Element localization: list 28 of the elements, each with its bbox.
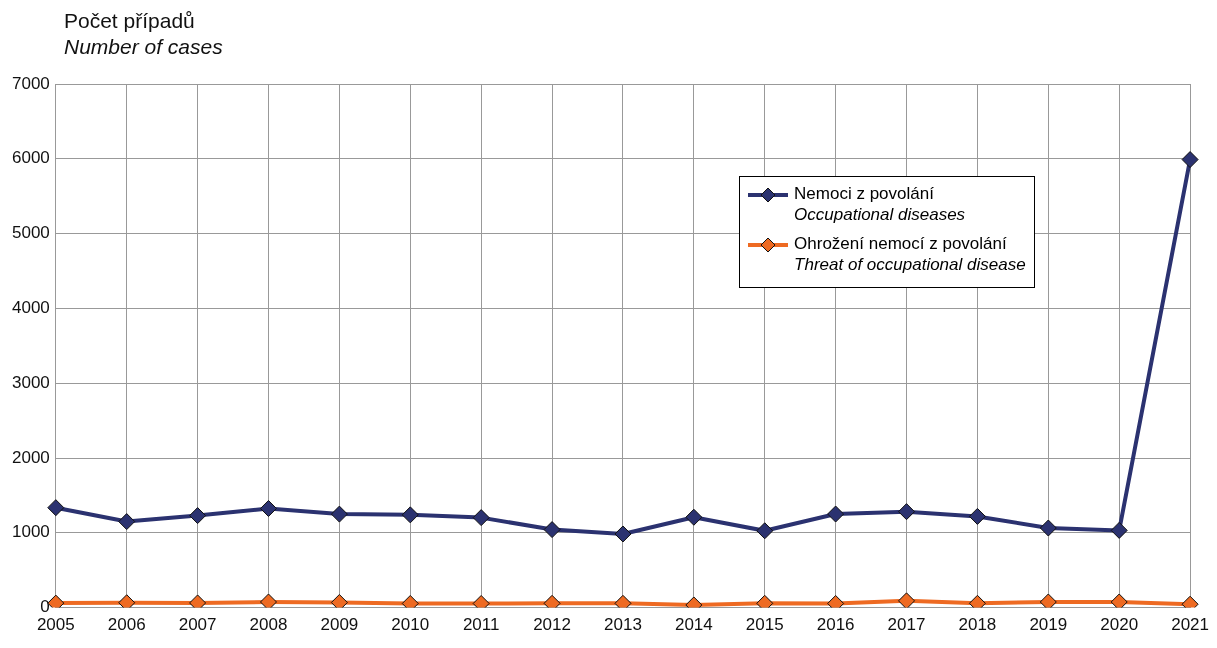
- x-tick-label: 2021: [1171, 615, 1209, 635]
- y-tick-label: 5000: [11, 223, 50, 243]
- x-tick-label: 2009: [320, 615, 359, 635]
- y-tick-label: 3000: [11, 372, 50, 392]
- legend-label: Ohrožení nemocí z povolání Threat of occupational disease: [794, 233, 1026, 275]
- x-tick-label: 2012: [533, 615, 571, 635]
- y-tick-label: 6000: [11, 148, 50, 168]
- y-tick-label: 0: [40, 597, 50, 617]
- y-tick-label: 1000: [11, 522, 50, 542]
- x-tick-label: 2014: [674, 615, 713, 635]
- x-tick-label: 2006: [107, 615, 146, 635]
- y-tick-label: 2000: [11, 447, 50, 467]
- x-tick-label: 2007: [178, 615, 217, 635]
- x-tick-label: 2005: [36, 615, 75, 635]
- x-tick-label: 2015: [745, 615, 784, 635]
- x-tick-label: 2019: [1029, 615, 1068, 635]
- x-tick-label: 2020: [1100, 615, 1139, 635]
- x-tick-label: 2008: [249, 615, 288, 635]
- x-tick-label: 2016: [816, 615, 855, 635]
- legend-label: Nemoci z povolání Occupational diseases: [794, 183, 966, 225]
- y-axis-title: Počet případů Number of cases: [64, 8, 223, 60]
- x-tick-label: 2013: [604, 615, 642, 635]
- x-tick-label: 2018: [958, 615, 997, 635]
- y-tick-label: 4000: [11, 298, 50, 318]
- y-tick-label: 7000: [11, 73, 50, 93]
- x-tick-label: 2017: [887, 615, 926, 635]
- x-tick-label: 2010: [391, 615, 430, 635]
- x-tick-label: 2011: [462, 615, 500, 635]
